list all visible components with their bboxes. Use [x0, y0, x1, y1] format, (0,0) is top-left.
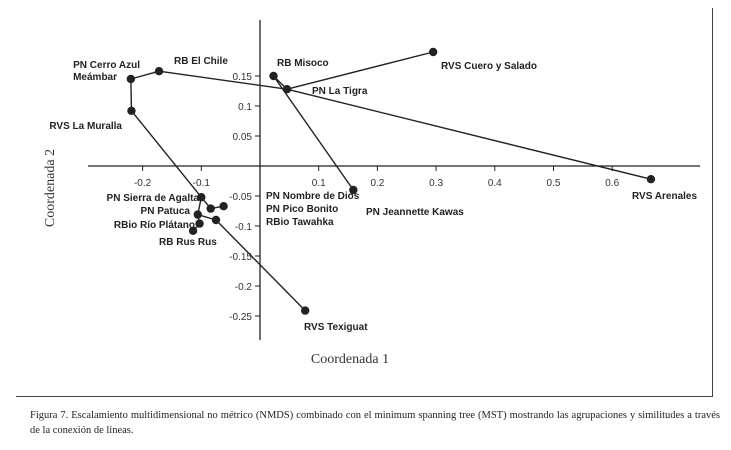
x-tick-label: 0.4 — [488, 178, 502, 189]
y-tick-label: 0.15 — [233, 72, 253, 83]
data-point — [349, 185, 358, 195]
point-label: PN Nombre de Dios — [266, 191, 360, 202]
mst-edge — [158, 70, 288, 90]
point-label: PN Jeannette Kawas — [366, 207, 464, 218]
point-label: RVS Cuero y Salado — [441, 61, 537, 72]
data-point — [197, 193, 206, 202]
data-point — [195, 219, 204, 228]
point-label: RVS Texiguat — [304, 322, 368, 333]
point-label: PN La Tigra — [312, 86, 368, 97]
data-point — [154, 67, 164, 76]
point-label: RBio Tawahka — [266, 217, 334, 228]
mst-edge — [286, 88, 652, 180]
point-label: RB El Chile — [174, 56, 228, 67]
y-tick-label: -0.2 — [235, 282, 253, 293]
data-point — [219, 202, 228, 211]
x-tick-label: 0.2 — [370, 178, 384, 189]
y-tick-label: -0.05 — [229, 192, 252, 203]
data-point — [127, 106, 136, 116]
data-point — [211, 215, 221, 225]
data-point — [300, 306, 310, 315]
y-tick-label: -0.15 — [229, 252, 252, 263]
point-label: RVS La Muralla — [49, 121, 122, 132]
y-tick-label: 0.05 — [233, 132, 253, 143]
x-tick-label: 0.5 — [547, 178, 561, 189]
figure-frame — [16, 8, 713, 397]
point-label: RBio Río Plátano — [114, 220, 195, 231]
data-point — [282, 85, 292, 94]
point-label: PN Cerro Azul — [73, 60, 140, 71]
mst-edge — [272, 75, 354, 191]
mst-edge — [286, 51, 434, 90]
data-point — [188, 226, 198, 235]
data-point — [269, 71, 278, 81]
x-tick-label: 0.3 — [429, 178, 443, 189]
mst-edge — [130, 110, 202, 198]
point-label: PN Patuca — [141, 206, 191, 217]
x-tick-label: -0.1 — [193, 178, 211, 189]
axes: -0.2 -0.1 0.1 0.2 0.3 0.4 0.5 0.6 0.15 0.1 0.05 -0.… — [88, 20, 700, 340]
data-point — [193, 210, 202, 219]
data-point — [646, 175, 656, 184]
point-label: Meámbar — [73, 72, 117, 83]
x-tick-label: 0.6 — [605, 178, 619, 189]
y-tick-label: 0.1 — [238, 102, 252, 113]
mst-edge — [130, 78, 133, 111]
y-tick-label: -0.1 — [235, 222, 253, 233]
data-point — [428, 47, 438, 57]
y-axis-label: Coordenada 2 — [43, 149, 58, 227]
nmds-chart: -0.2 -0.1 0.1 0.2 0.3 0.4 0.5 0.6 0.15 0.1 0.05 -0.… — [43, 20, 700, 367]
data-point — [206, 204, 215, 213]
point-label: PN Pico Bonito — [266, 204, 338, 215]
point-label: PN Sierra de Agalta — [107, 193, 200, 204]
point-label: RVS Arenales — [632, 191, 697, 202]
point-label: RB Rus Rus — [159, 237, 217, 248]
figure-caption: Figura 7. Escalamiento multidimensional … — [30, 410, 720, 436]
data-point — [126, 74, 136, 84]
point-label: RB Misoco — [277, 58, 329, 69]
y-tick-label: -0.25 — [229, 312, 252, 323]
mst-edge — [130, 70, 160, 80]
x-tick-label: -0.2 — [134, 178, 152, 189]
x-axis-label: Coordenada 1 — [311, 352, 389, 367]
x-tick-label: 0.1 — [312, 178, 326, 189]
